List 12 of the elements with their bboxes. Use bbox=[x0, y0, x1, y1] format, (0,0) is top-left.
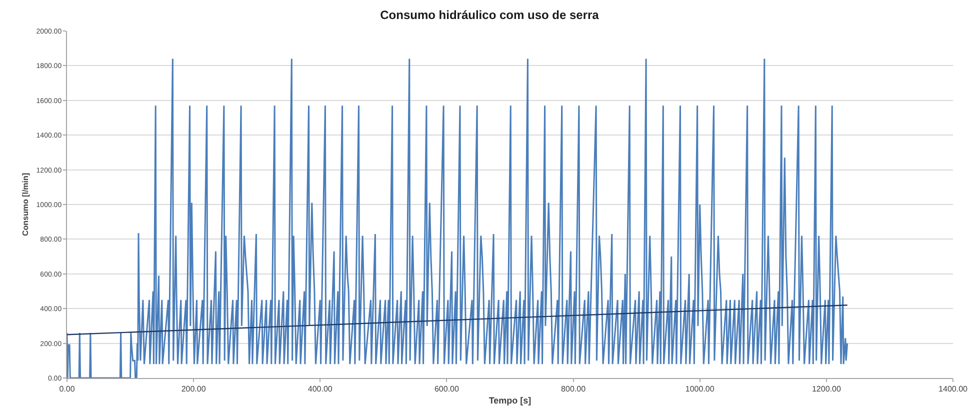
x-tick-label: 200.00 bbox=[181, 384, 206, 394]
chart-title: Consumo hidráulico com uso de serra bbox=[380, 8, 600, 22]
line-series bbox=[67, 58, 848, 378]
y-axis-title: Consumo [l/min] bbox=[20, 172, 30, 236]
x-tick-label: 0.00 bbox=[59, 384, 76, 394]
x-tick-label: 1400.00 bbox=[938, 384, 968, 394]
x-tick-label: 400.00 bbox=[308, 384, 333, 394]
x-tick-label: 1200.00 bbox=[812, 384, 842, 394]
x-axis-title: Tempo [s] bbox=[488, 395, 532, 406]
x-tick-label: 600.00 bbox=[434, 384, 460, 394]
x-tick-label: 800.00 bbox=[561, 384, 586, 394]
x-tick-label: 1000.00 bbox=[685, 384, 715, 394]
